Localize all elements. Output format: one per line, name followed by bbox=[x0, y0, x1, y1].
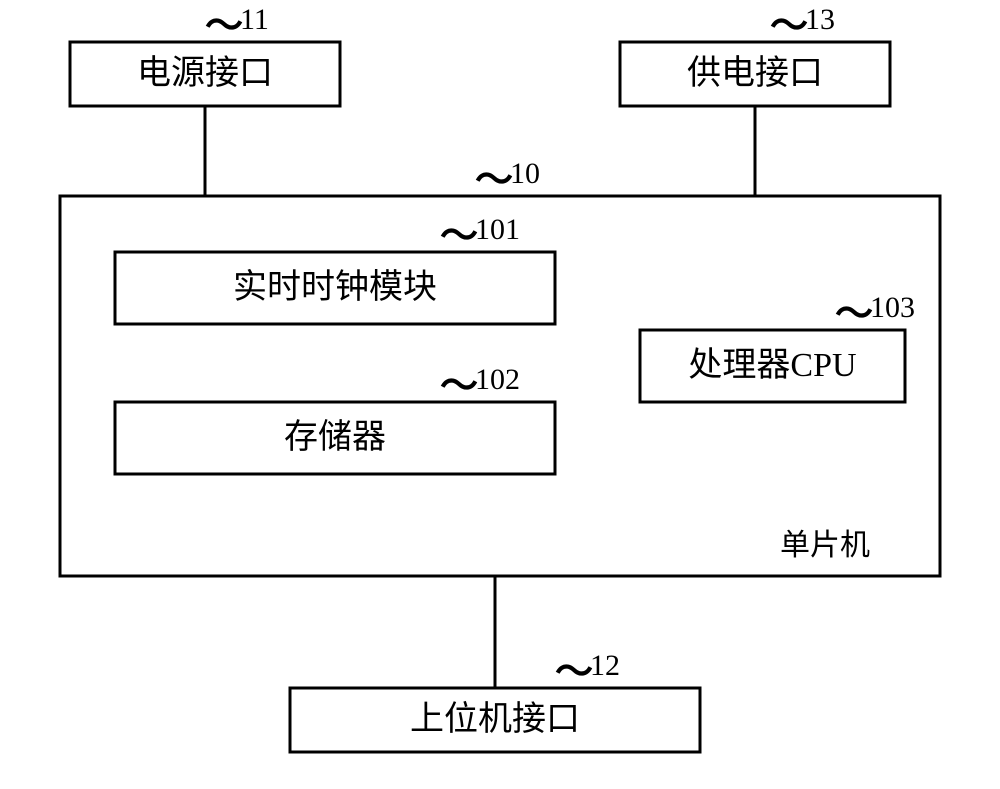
ref-number: 101 bbox=[475, 213, 520, 246]
ref-tilde: ～ bbox=[555, 652, 593, 694]
ref-number: 103 bbox=[870, 291, 915, 324]
ref-tilde: ～ bbox=[205, 6, 243, 48]
box-label: 存储器 bbox=[284, 418, 386, 456]
box-label: 实时时钟模块 bbox=[233, 268, 437, 306]
ref-number: 11 bbox=[240, 3, 269, 36]
box-label: 处理器CPU bbox=[688, 347, 856, 384]
ref-number: 10 bbox=[510, 157, 540, 190]
box-label: 单片机 bbox=[780, 529, 870, 562]
ref-number: 13 bbox=[805, 3, 835, 36]
ref-tilde: ～ bbox=[475, 160, 513, 202]
box-supply-interface: 供电接口 ～ 13 bbox=[620, 3, 890, 106]
diagram-canvas: 电源接口 ～ 11 供电接口 ～ 13 单片机 ～ 10 实时时钟模块 ～ 10… bbox=[0, 0, 1000, 789]
box-label: 上位机接口 bbox=[410, 700, 580, 738]
ref-tilde: ～ bbox=[770, 6, 808, 48]
ref-tilde: ～ bbox=[835, 294, 873, 336]
ref-tilde: ～ bbox=[440, 366, 478, 408]
box-label: 供电接口 bbox=[687, 54, 823, 92]
ref-number: 102 bbox=[475, 363, 520, 396]
ref-number: 12 bbox=[590, 649, 620, 682]
box-label: 电源接口 bbox=[137, 54, 273, 92]
ref-tilde: ～ bbox=[440, 216, 478, 258]
box-power-interface: 电源接口 ～ 11 bbox=[70, 3, 340, 106]
